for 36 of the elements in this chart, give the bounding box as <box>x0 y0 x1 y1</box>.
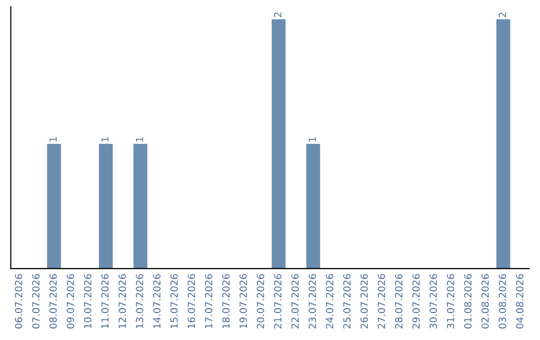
x-tick-label: 28.07.2026 <box>395 274 402 328</box>
x-tick-label: 06.07.2026 <box>14 274 22 328</box>
x-tick-label: 25.07.2026 <box>343 274 351 328</box>
x-tick-label: 03.08.2026 <box>498 274 506 328</box>
x-tick-label: 30.07.2026 <box>430 274 437 328</box>
x-tick-label: 11.07.2026 <box>101 274 109 328</box>
x-tick-label: 29.07.2026 <box>412 274 420 328</box>
x-tick-label: 09.07.2026 <box>66 274 74 328</box>
x-tick-label: 22.07.2026 <box>291 274 299 328</box>
x-tick-label: 14.07.2026 <box>153 274 160 328</box>
data-label: 1 <box>101 137 109 142</box>
x-tick-label: 23.07.2026 <box>308 274 316 328</box>
x-tick-label: 07.07.2026 <box>32 274 40 328</box>
x-tick-label: 18.07.2026 <box>222 274 230 328</box>
data-label: 2 <box>274 12 282 18</box>
x-tick-label: 26.07.2026 <box>360 274 368 328</box>
x-tick-label: 19.07.2026 <box>240 274 247 328</box>
x-tick-label: 12.07.2026 <box>118 274 126 328</box>
x-tick-label: 31.07.2026 <box>446 274 454 328</box>
data-label: 2 <box>498 12 506 18</box>
x-tick-label: 20.07.2026 <box>256 274 264 328</box>
x-tick-label: 04.08.2026 <box>516 274 524 328</box>
x-tick-label: 08.07.2026 <box>49 274 57 328</box>
x-tick-label: 13.07.2026 <box>136 274 144 328</box>
data-label: 1 <box>308 137 316 142</box>
x-tick-label: 16.07.2026 <box>188 274 196 328</box>
x-tick-label: 27.07.2026 <box>378 274 386 328</box>
x-tick-label: 01.08.2026 <box>464 274 472 328</box>
x-tick-label: 15.07.2026 <box>170 274 178 328</box>
data-label: 1 <box>136 137 144 142</box>
data-label: 1 <box>50 137 57 142</box>
x-tick-label: 10.07.2026 <box>84 274 92 328</box>
x-tick-label: 21.07.2026 <box>274 274 282 328</box>
x-tick-label: 02.08.2026 <box>481 274 489 328</box>
x-tick-label: 24.07.2026 <box>326 274 334 328</box>
x-tick-label: 17.07.2026 <box>204 274 212 328</box>
